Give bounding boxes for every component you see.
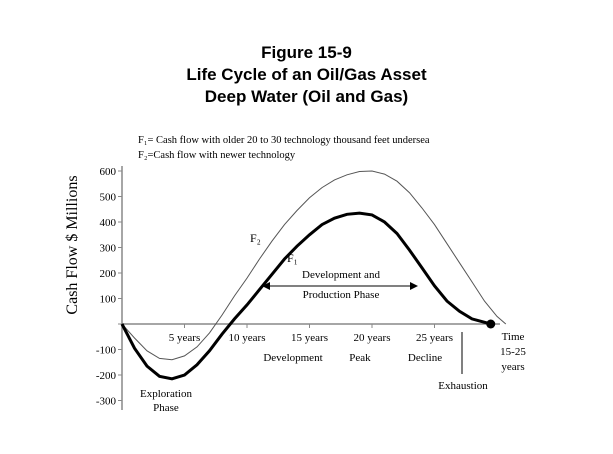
legend-f2: F₂=Cash flow with newer technology [138,150,296,161]
series-f2-label: F₂ [250,231,261,245]
exhaustion-marker [486,319,496,329]
series-f2-line [121,170,507,361]
series-f1-label: F₁ [287,251,298,265]
phase-decline: Decline [408,352,442,364]
y-tick-label: 100 [100,294,117,306]
x-ticks: 5 years 10 years 15 years 20 years 25 years [169,324,453,344]
phase-peak: Peak [349,352,371,364]
y-tick-label: -300 [96,396,117,408]
x-tick-label: 25 years [416,332,453,344]
y-tick-label: 600 [100,166,117,178]
figure-subtitle: Deep Water (Oil and Gas) [204,87,409,106]
dev-prod-label-2: Production Phase [303,289,380,301]
y-tick-label: 400 [100,217,117,229]
arrow-left-head [262,282,270,290]
dev-prod-label-1: Development and [302,269,380,281]
time-label-2: 15-25 [500,346,526,358]
y-tick-label: 200 [100,268,117,280]
y-tick-label: 500 [100,192,117,204]
x-tick-label: 20 years [354,332,391,344]
time-label-1: Time [502,331,525,343]
exploration-label-1: Exploration [140,388,192,400]
x-tick-label: 5 years [169,332,200,344]
y-tick-label: 300 [100,243,117,255]
arrow-right-head [410,282,418,290]
exploration-label-2: Phase [153,402,179,414]
x-tick-label: 10 years [229,332,266,344]
y-ticks: -300 -200 -100 100 200 300 400 500 600 [96,166,122,408]
phase-development: Development [263,352,322,364]
exhaustion-label: Exhaustion [438,380,488,392]
figure-title: Life Cycle of an Oil/Gas Asset [186,65,427,84]
figure-number: Figure 15-9 [261,43,352,62]
series-f1-line [120,211,492,381]
time-label-3: years [501,361,524,373]
y-tick-label: -100 [96,345,117,357]
y-tick-label: -200 [96,370,117,382]
y-axis-title: Cash Flow $ Millions [64,175,81,314]
x-tick-label: 15 years [291,332,328,344]
legend-f1: F₁= Cash flow with older 20 to 30 techno… [138,135,430,146]
